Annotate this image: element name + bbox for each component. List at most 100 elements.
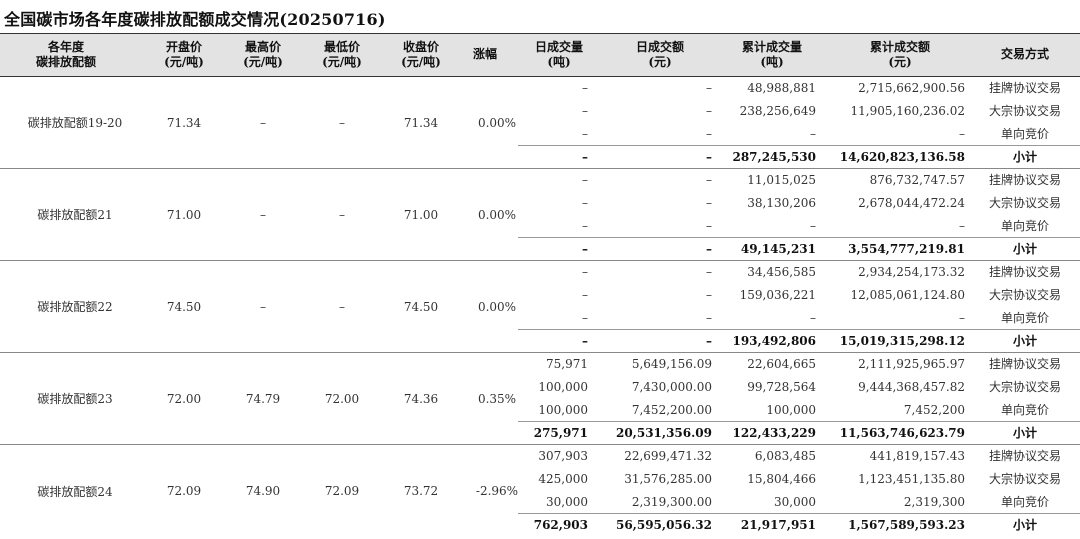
daily-volume: – [582,219,588,233]
trade-method: 小计 [1012,150,1037,164]
daily-volume: – [582,265,588,279]
trade-method: 大宗协议交易 [988,288,1061,302]
cum-amount: 876,732,747.57 [869,173,965,187]
header-vintage-line2: 碳排放配额 [35,54,96,69]
close-price: 71.34 [403,115,439,130]
header-close-line1: 收盘价 [402,39,439,54]
table-row: 30,000 2,319,300.00 30,000 2,319,300 单向竞价 [0,491,1080,514]
daily-amount: – [706,104,712,118]
trade-method: 大宗协议交易 [988,472,1061,486]
vintage-name: 碳排放配额23 [37,392,113,406]
low-price: – [339,299,345,314]
trade-method: 小计 [1012,242,1037,256]
cum-amount: 2,934,254,173.32 [858,265,965,279]
daily-volume: 100,000 [538,403,588,417]
daily-amount: 2,319,300.00 [631,495,712,509]
cum-volume: 287,245,530 [732,150,816,164]
low-price: 72.00 [324,391,360,406]
subtotal-row: 275,971 20,531,356.09 122,433,229 11,563,74… [0,421,1080,445]
cum-amount: 441,819,157.43 [869,449,965,463]
header-low-line1: 最低价 [323,39,360,54]
header-daily-amount-line2: (元) [648,54,672,69]
table-row: – – 48,988,881 2,715,662,900.56 挂牌协议交易 [0,77,1080,100]
daily-volume: 100,000 [538,380,588,394]
cum-volume: – [810,127,816,141]
daily-amount: – [706,288,712,302]
vintage-group: 碳排放配额21 71.00 – – 71.00 0.00% – – 11,015,025 876,… [0,169,1080,261]
cum-amount: 2,319,300 [903,495,965,509]
low-price: – [339,115,345,130]
trade-method: 小计 [1012,426,1037,440]
trade-method: 挂牌协议交易 [988,81,1061,95]
header-daily-amount-line1: 日成交额 [635,39,684,54]
trade-method: 大宗协议交易 [988,196,1061,210]
table-row: 307,903 22,699,471.32 6,083,485 441,819,157… [0,445,1080,468]
cum-amount: 1,567,589,593.23 [848,518,965,532]
trade-method: 单向竞价 [1000,219,1049,233]
header-open-line1: 开盘价 [165,39,202,54]
trade-method: 挂牌协议交易 [988,265,1061,279]
header-cum-volume-line1: 累计成交量 [741,39,802,54]
vintage-group: 碳排放配额19-20 71.34 – – 71.34 0.00% – – 48,988,881 2… [0,77,1080,169]
header-close-line2: (元/吨) [401,54,441,69]
header-low: 最低价 (元/吨) [303,34,381,75]
daily-amount: 7,452,200.00 [631,403,712,417]
cum-amount: 11,563,746,623.79 [839,426,965,440]
header-cum-amount: 累计成交额 (元) [840,34,960,75]
table-row: 425,000 31,576,285.00 15,804,466 1,123,451,… [0,468,1080,491]
page-title: 全国碳市场各年度碳排放配额成交情况(20250716) [4,10,386,29]
cum-volume: 48,988,881 [747,81,816,95]
header-high-line2: (元/吨) [243,54,283,69]
table-row: – – – – 单向竞价 [0,307,1080,330]
table-row: 75,971 5,649,156.09 22,604,665 2,111,925,96… [0,353,1080,376]
daily-amount: 5,649,156.09 [631,357,712,371]
cum-amount: 3,554,777,219.81 [848,242,965,256]
daily-amount: – [706,242,712,256]
high-price: 74.79 [245,391,281,406]
change-pct: 0.00% [477,299,517,314]
daily-volume: – [582,334,588,348]
table-row: 100,000 7,430,000.00 99,728,564 9,444,368,4… [0,376,1080,399]
daily-volume: – [582,150,588,164]
low-price: 72.09 [324,484,360,498]
daily-amount: – [706,311,712,325]
cum-volume: 22,604,665 [747,357,816,371]
subtotal-row: – – 287,245,530 14,620,823,136.58 小计 [0,145,1080,169]
trade-method: 单向竞价 [1000,495,1049,509]
high-price: 74.90 [245,484,281,498]
header-change: 涨幅 [460,34,510,75]
header-close: 收盘价 (元/吨) [381,34,461,75]
cum-amount: 2,678,044,472.24 [858,196,965,210]
trade-method: 小计 [1012,334,1037,348]
daily-volume: 425,000 [538,472,588,486]
high-price: – [260,207,266,222]
high-price: – [260,115,266,130]
cum-volume: 99,728,564 [747,380,816,394]
daily-amount: 22,699,471.32 [624,449,712,463]
cum-volume: 49,145,231 [740,242,816,256]
trade-method: 单向竞价 [1000,403,1049,417]
table-row: – – 38,130,206 2,678,044,472.24 大宗协议交易 [0,192,1080,215]
header-low-line2: (元/吨) [322,54,362,69]
trade-method: 挂牌协议交易 [988,357,1061,371]
cum-volume: 238,256,649 [739,104,816,118]
open-price: 72.09 [166,484,202,498]
daily-amount: – [706,127,712,141]
cum-volume: 6,083,485 [754,449,816,463]
cum-amount: 12,085,061,124.80 [850,288,965,302]
table-row: – – 238,256,649 11,905,160,236.02 大宗协议交易 [0,100,1080,123]
high-price: – [260,299,266,314]
header-cum-volume: 累计成交量 (吨) [722,34,822,75]
subtotal-divider [518,513,1080,514]
cum-volume: 159,036,221 [739,288,816,302]
header-vintage-line1: 各年度 [47,39,84,54]
change-pct: 0.00% [477,207,517,222]
trade-method: 挂牌协议交易 [988,173,1061,187]
cum-volume: 21,917,951 [740,518,816,532]
open-price: 74.50 [166,299,202,314]
table-header: 各年度 碳排放配额 开盘价 (元/吨) 最高价 (元/吨) 最低价 (元/吨) … [0,33,1080,77]
cum-amount: – [959,311,965,325]
daily-volume: 75,971 [546,357,588,371]
cum-volume: 122,433,229 [732,426,816,440]
cum-volume: 193,492,806 [732,334,816,348]
